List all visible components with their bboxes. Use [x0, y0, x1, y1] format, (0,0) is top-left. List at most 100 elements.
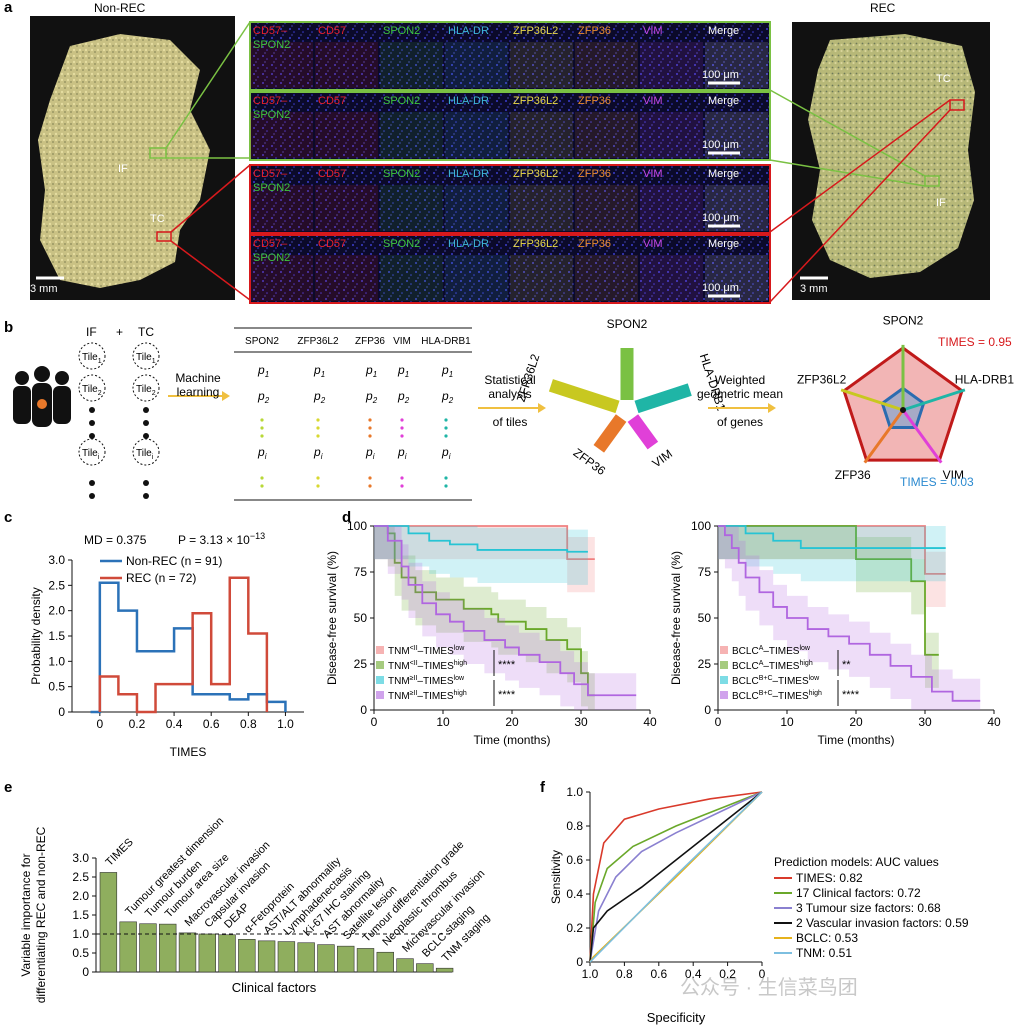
x-tick-label: 0 [715, 715, 722, 729]
panel-letter-b: b [4, 319, 13, 336]
legend-label: BCLC: 0.53 [796, 931, 858, 945]
strip-scalebar-label: 100 μm [702, 69, 739, 81]
panel-letter-f: f [540, 779, 546, 796]
x-tick-label: 0.4 [685, 967, 702, 981]
ellipsis-dot [89, 493, 95, 499]
panel-letter-d: d [342, 509, 351, 526]
y-tick-label: 100 [347, 519, 367, 533]
roc-curve [589, 791, 763, 963]
survival-curve [374, 525, 595, 697]
channel-tile [640, 255, 703, 301]
channel-tile [510, 42, 573, 88]
channel-tile [315, 112, 378, 158]
channel-tile [445, 42, 508, 88]
y-tick-label: 2.0 [48, 604, 65, 618]
legend-label: 3 Tumour size factors: 0.68 [796, 901, 941, 915]
panel-b: b IF + TC Tile1 Tile2 Tilei Tile1 Tile2 Tilei… [4, 313, 1014, 501]
channel-label: ZFP36L2 [513, 95, 558, 107]
sig-label: **** [498, 689, 516, 701]
table-cell: p1 [441, 363, 453, 379]
ellipsis-dot [143, 480, 149, 486]
table-cell: p1 [397, 363, 409, 379]
ellipsis-dot [143, 407, 149, 413]
panel-d: d 0 10 20 30 400255075100TNM<II–TIMESlowTNM<… [325, 509, 1001, 747]
x-tick-label: 0.2 [719, 967, 736, 981]
column-dot [400, 426, 404, 430]
column-dot [316, 426, 320, 430]
channel-tile [445, 255, 508, 301]
channel-label: CD57 [318, 168, 346, 180]
rec-tissue [808, 34, 975, 278]
roc-curve [589, 791, 763, 963]
channel-tile [640, 112, 703, 158]
non-rec-if-box [149, 147, 167, 159]
channel-label: VIM [643, 238, 663, 250]
table-header: VIM [393, 336, 411, 347]
table-cell: pi [313, 445, 323, 461]
legend-label: TIMES: 0.82 [796, 871, 863, 885]
x-tick-label: 30 [918, 715, 932, 729]
watermark: 公众号 · 生信菜鸟团 [680, 976, 858, 999]
channel-label: SPON2 [253, 109, 290, 121]
channel-label: Merge [708, 168, 739, 180]
y-tick-label: 50 [354, 611, 368, 625]
table-cell: p2 [441, 389, 454, 405]
arrow-ml-head [222, 391, 230, 401]
channel-tile [380, 42, 443, 88]
importance-bar [198, 933, 216, 973]
ci-band [374, 526, 588, 585]
legend-swatch [720, 661, 728, 669]
y-axis-label: Sensitivity [549, 850, 563, 904]
patients-icon [13, 366, 71, 427]
channel-tile [380, 255, 443, 301]
channel-tile [315, 42, 378, 88]
legend-label: TNM≥II–TIMESlow [388, 675, 465, 687]
importance-bar [337, 945, 355, 973]
importance-bar [435, 967, 454, 973]
channel-tile [705, 112, 768, 158]
y-tick-label: 0 [704, 703, 711, 717]
radar-axis [902, 388, 966, 412]
table-cell: p1 [365, 363, 377, 379]
ellipsis-dot [143, 433, 149, 439]
importance-bar [297, 942, 315, 973]
y-tick-label: 0 [82, 965, 89, 979]
table-header: HLA-DRB1 [421, 336, 471, 347]
connector-line [769, 99, 951, 233]
importance-bar [139, 923, 157, 973]
legend-swatch [376, 676, 384, 684]
table-cell: p1 [257, 363, 269, 379]
x-tick-label: 0.6 [650, 967, 667, 981]
multiplex-strip [249, 234, 771, 304]
channel-tile [575, 185, 638, 231]
y-tick-label: 0 [576, 955, 583, 969]
ellipsis-dot [89, 407, 95, 413]
ci-band [718, 526, 939, 688]
connector-line [170, 164, 251, 233]
legend-label: REC (n = 72) [126, 571, 196, 585]
chart-title: MD = 0.375 [84, 533, 147, 547]
legend-swatch [720, 691, 728, 699]
x-tick-label: 0.6 [203, 717, 220, 731]
channel-label: ZFP36L2 [513, 168, 558, 180]
table-cell: p1 [313, 363, 325, 379]
multiplex-strip [249, 21, 771, 91]
column-dot [444, 476, 448, 480]
survival-curve [718, 525, 939, 656]
radar-gene-label: SPON2 [883, 313, 924, 327]
legend-label: TNM<II–TIMEShigh [388, 660, 467, 672]
x-tick-label: 20 [505, 715, 519, 729]
legend-label: 2 Vascular invasion factors: 0.59 [796, 916, 969, 930]
y-tick-label: 0.5 [48, 680, 65, 694]
channel-label: SPON2 [383, 25, 420, 37]
roc-curve [589, 791, 763, 963]
survival-curve [718, 525, 946, 549]
x-tick-label: 1.0 [582, 967, 599, 981]
non-rec-region-if: IF [118, 163, 128, 175]
radar-plot: SPON2 HLA-DRB1 VIM ZFP36 ZFP36L2 TIMES = 0.95… [797, 313, 1014, 489]
x-tick-label: 0.8 [240, 717, 257, 731]
tile-label: Tile2 [82, 384, 102, 397]
x-tick-label: 0 [96, 717, 103, 731]
legend-swatch [376, 646, 384, 654]
arrow-stat-head [538, 403, 546, 413]
